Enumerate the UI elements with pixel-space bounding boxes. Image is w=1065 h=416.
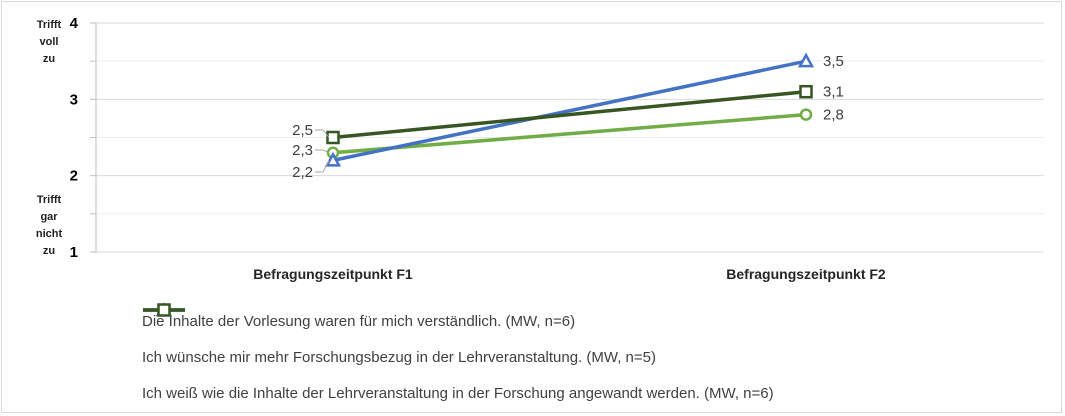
y-tick-label: 4 bbox=[70, 15, 79, 32]
data-point bbox=[799, 84, 813, 99]
gridlines bbox=[90, 22, 1044, 253]
legend: Die Inhalte der Vorlesung waren für mich… bbox=[142, 303, 774, 411]
y-tick-label: 2 bbox=[70, 168, 78, 185]
legend-item: Ich weiß wie die Inhalte der Lehrveranst… bbox=[142, 303, 774, 411]
data-point bbox=[326, 130, 340, 145]
series-line bbox=[332, 112, 807, 155]
series-line bbox=[332, 89, 807, 140]
data-label: 3,5 bbox=[823, 53, 844, 70]
data-label: 2,5 bbox=[292, 122, 313, 139]
y-top-label: voll bbox=[40, 36, 59, 48]
x-axis: Befragungszeitpunkt F1 Befragungszeitpunk… bbox=[253, 266, 886, 282]
line-chart: 1 2 3 4 Trifft voll zu Trifft gar nicht zu Befragu… bbox=[36, 15, 1044, 282]
legend-label: Ich wünsche mir mehr Forschungsbezug in … bbox=[142, 348, 656, 366]
data-labels: 2,8 3,5 3,1 2,3 2,2 2,5 bbox=[292, 53, 844, 181]
y-bottom-label: zu bbox=[43, 245, 55, 257]
series-1 bbox=[326, 108, 813, 160]
series-3 bbox=[326, 84, 813, 145]
y-tick-label: 3 bbox=[70, 91, 78, 108]
y-axis: 1 2 3 4 Trifft voll zu Trifft gar nicht zu bbox=[36, 15, 79, 261]
y-tick-label: 1 bbox=[70, 244, 78, 261]
data-point bbox=[324, 151, 342, 167]
legend-item: Die Inhalte der Vorlesung waren für mich… bbox=[142, 303, 774, 339]
category-label: Befragungszeitpunkt F1 bbox=[253, 266, 413, 282]
y-bottom-label: Trifft bbox=[37, 194, 62, 206]
data-point bbox=[797, 52, 815, 68]
leader-line bbox=[315, 149, 330, 154]
data-label: 3,1 bbox=[823, 84, 844, 101]
y-top-label: zu bbox=[43, 53, 55, 65]
data-label: 2,8 bbox=[823, 107, 844, 124]
data-point bbox=[799, 108, 813, 121]
y-bottom-label: nicht bbox=[36, 228, 63, 240]
y-bottom-label: gar bbox=[40, 211, 58, 223]
series-group bbox=[324, 52, 815, 167]
leader-line bbox=[315, 129, 330, 138]
series-2 bbox=[324, 52, 815, 167]
y-top-label: Trifft bbox=[37, 19, 62, 31]
leader-line bbox=[315, 160, 330, 173]
category-label: Befragungszeitpunkt F2 bbox=[726, 266, 886, 282]
legend-item: Ich wünsche mir mehr Forschungsbezug in … bbox=[142, 303, 774, 375]
data-label: 2,3 bbox=[292, 142, 313, 159]
legend-label: Ich weiß wie die Inhalte der Lehrveranst… bbox=[142, 384, 774, 402]
legend-swatch bbox=[143, 303, 185, 317]
series-line bbox=[332, 59, 807, 163]
legend-label: Die Inhalte der Vorlesung waren für mich… bbox=[142, 312, 576, 330]
data-point bbox=[157, 303, 171, 317]
data-label: 2,2 bbox=[292, 164, 313, 181]
